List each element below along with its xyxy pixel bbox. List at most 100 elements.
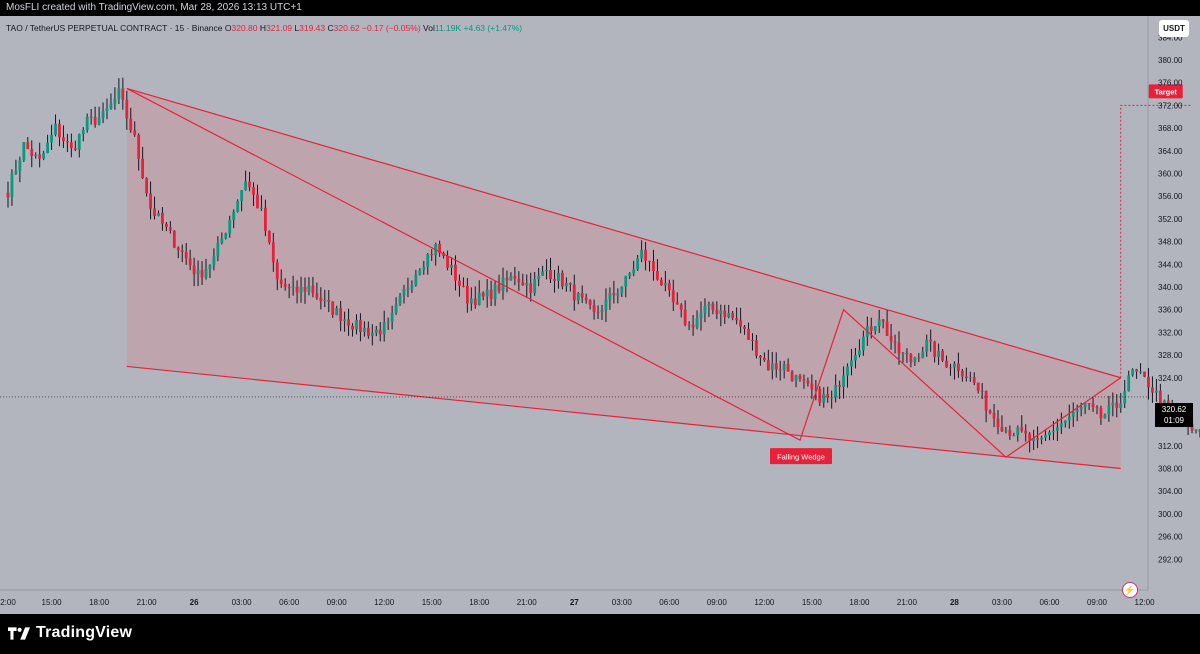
candle-body [572, 284, 576, 301]
candle-body [335, 308, 339, 315]
candle-body [54, 123, 57, 135]
candle-body [374, 329, 378, 333]
candle-body [679, 304, 683, 310]
candle-body [683, 309, 687, 326]
candle-body [929, 339, 933, 342]
candle-body [537, 275, 541, 280]
candle-body [988, 410, 992, 413]
bottom-bar: TradingView [0, 614, 1200, 654]
bar-countdown: 01:09 [1163, 416, 1185, 425]
candle-body [192, 265, 196, 275]
candle-body [161, 212, 164, 224]
candle-body [727, 313, 731, 318]
candle-body [1004, 429, 1008, 432]
candle-body [10, 173, 14, 198]
candle-body [438, 243, 442, 254]
symbol-legend[interactable]: TAO / TetherUS PERPETUAL CONTRACT · 15 ·… [6, 23, 522, 33]
candle-body [426, 254, 430, 267]
candle-body [557, 272, 560, 281]
candle-body [869, 326, 873, 331]
candle-body [707, 303, 711, 306]
candle-body [640, 249, 643, 259]
y-tick-label: 352.00 [1158, 215, 1183, 224]
wedge-upper-line[interactable] [126, 87, 1121, 379]
candle-body [1016, 427, 1020, 436]
candle-body [624, 276, 628, 287]
candle-body [941, 350, 944, 361]
target-projection-line[interactable] [1120, 104, 1193, 378]
candle-body [295, 286, 299, 293]
wedge-lower-line[interactable] [126, 365, 1121, 470]
target-label-box[interactable] [1148, 84, 1183, 99]
pattern-label-box[interactable] [770, 448, 832, 465]
candle-body [755, 340, 758, 356]
x-tick-label: 15:00 [42, 598, 63, 607]
candle-body [913, 357, 917, 363]
candle-body [1059, 423, 1063, 428]
candle-body [216, 242, 220, 257]
candle-body [937, 350, 940, 357]
candle-body [291, 286, 295, 288]
candle-body [980, 390, 984, 392]
candle-body [46, 142, 49, 154]
candle-body [497, 284, 501, 292]
candle-body [363, 327, 366, 332]
candle-body [240, 190, 244, 201]
candle-body [168, 227, 172, 231]
x-tick-label: 2:00 [0, 598, 16, 607]
candle-body [307, 285, 311, 292]
candle-body [422, 266, 426, 271]
high-label: H [259, 23, 267, 33]
candle-body [1119, 403, 1123, 409]
currency-button[interactable]: USDT [1159, 20, 1189, 37]
candle-body [410, 285, 414, 289]
candle-body [660, 279, 663, 286]
candle-body [351, 325, 354, 330]
candle-body [561, 272, 564, 287]
candle-body [232, 211, 236, 221]
tradingview-logo[interactable]: TradingView [8, 624, 132, 642]
candle-body [759, 355, 762, 358]
candle-body [667, 283, 671, 291]
candle-body [180, 250, 184, 253]
candle-body [830, 397, 834, 399]
candle-body [117, 88, 121, 99]
candle-body [129, 118, 133, 131]
candle-body [366, 327, 370, 336]
x-tick-label: 03:00 [612, 598, 633, 607]
candle-body [616, 293, 620, 296]
candle-body [93, 116, 97, 125]
candle-body [842, 375, 845, 387]
candle-body [133, 130, 137, 135]
y-tick-label: 332.00 [1158, 328, 1183, 337]
candle-body [402, 289, 406, 296]
candle-body [157, 212, 160, 217]
candle-body [260, 207, 263, 209]
candle-body [1071, 411, 1075, 417]
last-price-value: 320.62 [1161, 405, 1187, 414]
candle-body [101, 111, 105, 119]
candle-body [822, 394, 826, 403]
x-tick-label: 15:00 [422, 598, 443, 607]
symbol-name[interactable]: TAO / TetherUS PERPETUAL CONTRACT · 15 ·… [6, 23, 223, 33]
candle-body [1028, 433, 1032, 442]
candle-body [1020, 427, 1024, 431]
candle-body [957, 363, 960, 371]
x-tick-label: 18:00 [89, 598, 110, 607]
candle-body [620, 286, 624, 294]
y-tick-label: 344.00 [1158, 260, 1183, 269]
candle-body [81, 129, 85, 135]
y-tick-label: 380.00 [1158, 56, 1183, 65]
candle-body [945, 360, 948, 368]
wedge-inner-path[interactable] [126, 87, 1122, 458]
candle-body [1190, 423, 1194, 431]
lightning-icon[interactable]: ⚡ [1122, 582, 1138, 598]
chart-area[interactable]: Falling Wedge Target 384.00 380.00 376.00 37… [0, 16, 1200, 614]
candle-body [465, 285, 469, 304]
candle-body [14, 170, 18, 174]
price-chart[interactable]: Falling Wedge Target 384.00 380.00 376.00 37… [0, 16, 1200, 614]
x-tick-label: 18:00 [849, 598, 870, 607]
candle-body [315, 293, 319, 298]
candle-body [236, 200, 240, 212]
candle-body [58, 123, 61, 138]
